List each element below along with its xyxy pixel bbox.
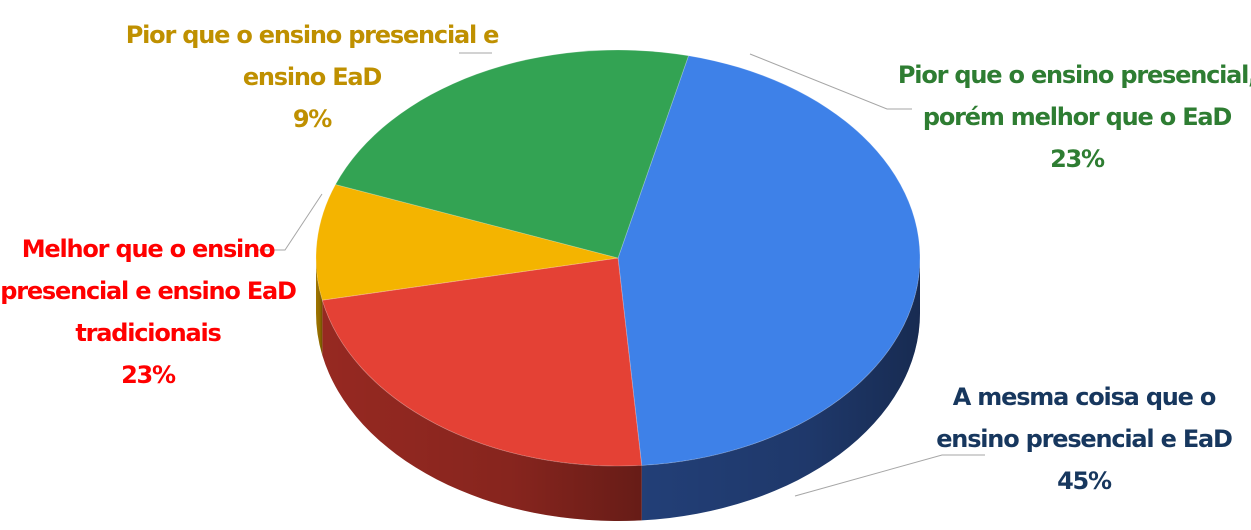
slice-0-label-line-1: ensino presencial e EaD xyxy=(936,425,1232,453)
slice-2-label-line-1: ensino EaD xyxy=(243,63,382,91)
slice-3-label-line-1: porém melhor que o EaD xyxy=(923,103,1232,131)
leader-line-1 xyxy=(258,193,323,251)
pie-side-shade-2 xyxy=(316,258,323,356)
slice-labels: A mesma coisa que o ensino presencial e E… xyxy=(0,21,1251,495)
pie-side-layer xyxy=(316,258,920,522)
pie-top-layer xyxy=(315,49,921,467)
slice-3-label-line-0: Pior que o ensino presencial, xyxy=(898,61,1251,89)
pie-slice-0 xyxy=(617,55,921,466)
slice-2-label-line-0: Pior que o ensino presencial e xyxy=(126,21,499,49)
slice-1-percent: 23% xyxy=(121,361,176,389)
slice-1-label-line-0: Melhor que o ensino xyxy=(22,235,275,263)
slice-0-label-line-0: A mesma coisa que o xyxy=(953,383,1216,411)
slice-1-label-line-1: presencial e ensino EaD xyxy=(0,277,296,305)
slice-0-percent: 45% xyxy=(1057,467,1112,495)
leader-line-0 xyxy=(794,454,985,497)
pie-side-shade-1 xyxy=(322,300,642,522)
slice-1-label-line-2: tradicionais xyxy=(75,319,221,347)
pie-slice-1 xyxy=(321,257,643,467)
pie-slice-3 xyxy=(334,49,690,259)
slice-2-percent: 9% xyxy=(293,105,332,133)
leader-lines xyxy=(258,52,985,497)
pie-side-shade-0 xyxy=(641,258,920,521)
leader-line-3 xyxy=(749,53,912,110)
pie-slice-2 xyxy=(315,184,619,301)
slice-3-percent: 23% xyxy=(1050,145,1105,173)
